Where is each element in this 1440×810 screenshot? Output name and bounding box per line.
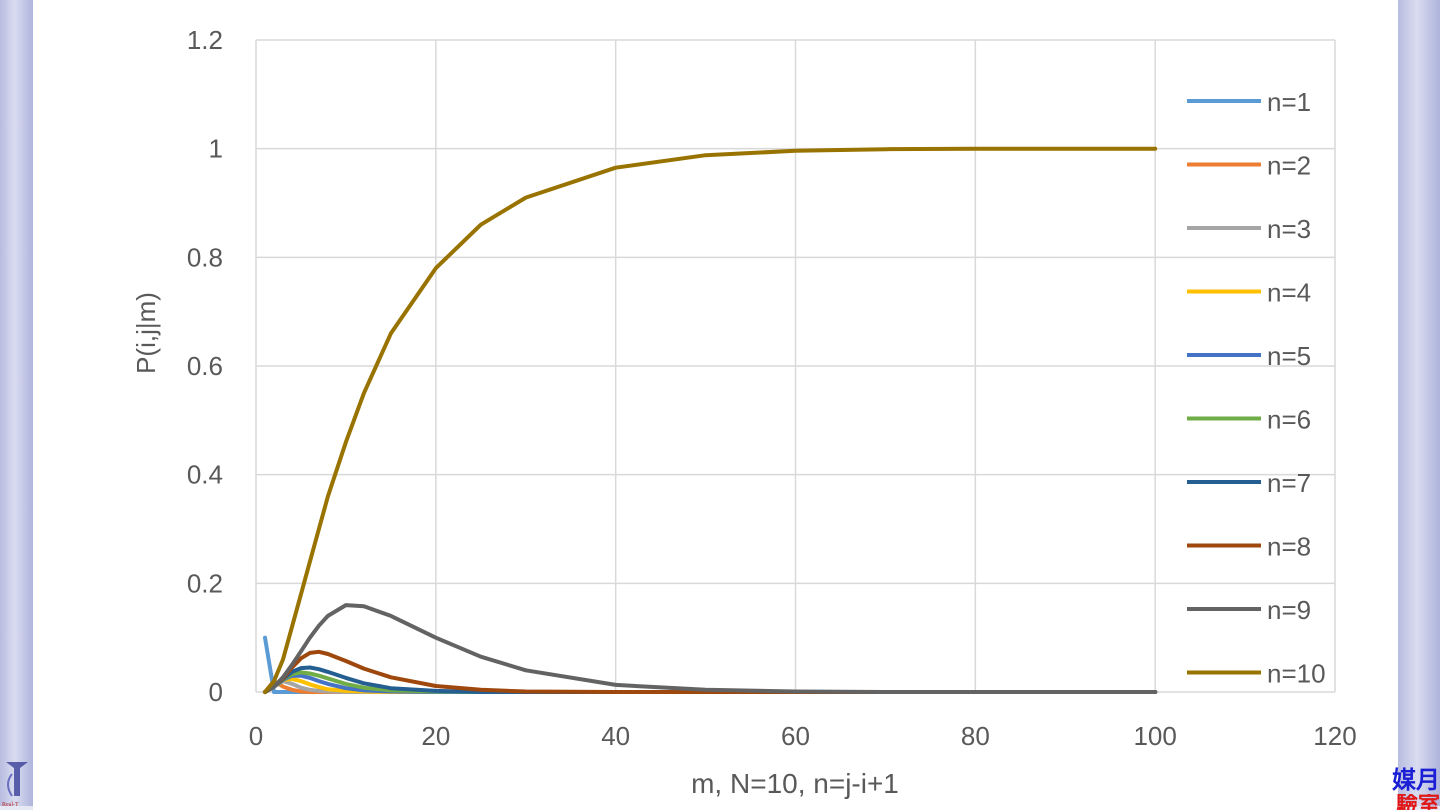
x-tick-label: 120 [1313, 721, 1356, 751]
logo-icon [6, 762, 28, 797]
x-tick-label: 60 [781, 721, 810, 751]
y-axis-label: P(i,j|m) [131, 292, 161, 374]
legend-label: n=9 [1267, 595, 1311, 625]
legend-label: n=10 [1267, 659, 1326, 689]
legend-label: n=7 [1267, 468, 1311, 498]
x-axis-label: m, N=10, n=j-i+1 [691, 768, 899, 799]
y-tick-label: 0.4 [187, 460, 223, 490]
legend-label: n=4 [1267, 278, 1311, 308]
series-line-n-9 [263, 603, 1158, 694]
x-tick-label: 0 [249, 721, 263, 751]
legend-label: n=2 [1267, 151, 1311, 181]
slide-background-right [1398, 0, 1440, 810]
y-tick-label: 0.2 [187, 568, 223, 598]
x-tick-label: 20 [421, 721, 450, 751]
legend-label: n=6 [1267, 405, 1311, 435]
x-axis-ticks: 0 20 40 60 80 100 120 [249, 721, 1357, 751]
chart-legend: n=1 n=2 n=3 n=4 n=5 n=6 n=7 n=8 n=9 n=10 [1187, 87, 1326, 689]
branding-text-bottom: 驗室 [1395, 794, 1440, 810]
slide-background-left [0, 0, 33, 810]
chart-gridlines [255, 39, 1336, 693]
series-line-n-1 [263, 635, 1158, 694]
legend-label: n=1 [1267, 87, 1311, 117]
legend-label: n=8 [1267, 532, 1311, 562]
y-tick-label: 0 [209, 677, 223, 707]
x-tick-label: 40 [601, 721, 630, 751]
y-tick-label: 0.6 [187, 351, 223, 381]
logo-caption: Real-T [2, 802, 19, 808]
chart-series-group [263, 146, 1158, 694]
legend-label: n=3 [1267, 214, 1311, 244]
y-axis-ticks: 0 0.2 0.4 0.6 0.8 1 1.2 [187, 25, 223, 707]
line-chart: 0 20 40 60 80 100 120 0 0.2 0.4 0.6 0.8 1 1.2 n=1 n=2… [131, 25, 1357, 799]
chart-panel: 0 20 40 60 80 100 120 0 0.2 0.4 0.6 0.8 1 1.2 n=1 n=2… [33, 0, 1398, 810]
x-tick-label: 80 [961, 721, 990, 751]
y-tick-label: 0.8 [187, 242, 223, 272]
legend-label: n=5 [1267, 341, 1311, 371]
y-tick-label: 1.2 [187, 25, 223, 55]
x-tick-label: 100 [1133, 721, 1176, 751]
series-line-n-8 [263, 649, 1158, 694]
y-tick-label: 1 [209, 134, 223, 164]
series-line-n-10 [263, 146, 1158, 694]
branding-text-top: 媒月 [1392, 767, 1440, 794]
